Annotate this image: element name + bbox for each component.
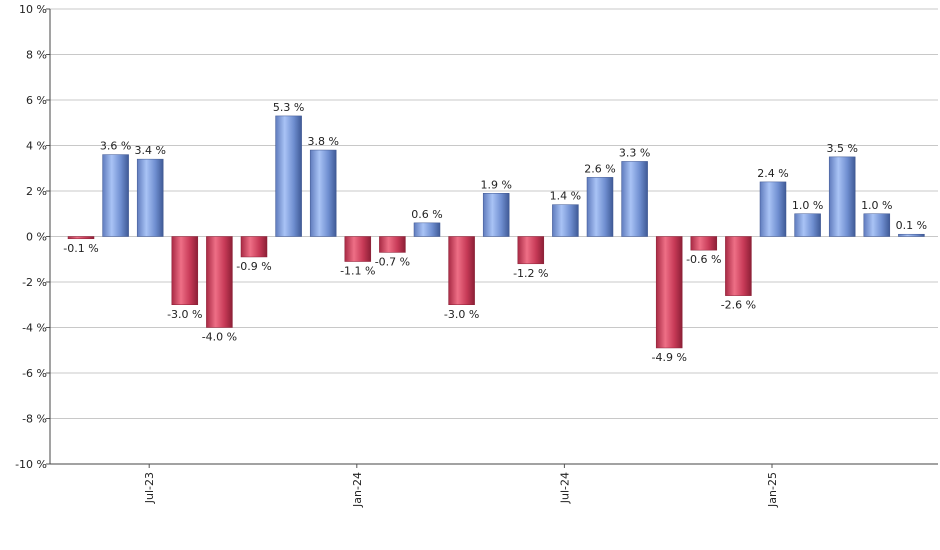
y-tick-label: -6 % — [22, 367, 47, 380]
bar-negative — [517, 236, 545, 265]
data-label: 2.4 % — [757, 167, 788, 180]
bar-positive — [552, 204, 579, 237]
x-tick-label: Jul-23 — [143, 472, 156, 504]
bar-negative — [171, 236, 199, 305]
y-tick-label: 6 % — [26, 94, 47, 107]
bar-negative — [725, 236, 752, 296]
data-label: -1.2 % — [513, 267, 548, 280]
data-label: -3.0 % — [444, 308, 479, 321]
x-tick-label: Jan-25 — [766, 472, 779, 508]
bar-positive — [863, 213, 891, 237]
data-label: -4.0 % — [202, 331, 237, 344]
bar-positive — [482, 193, 510, 237]
y-tick-label: 2 % — [26, 185, 47, 198]
y-axis: 10 % 8 % 6 % 4 % 2 % 0 % -2 % -4 % -6 % -8 % -10 % — [15, 3, 51, 471]
bar-positive — [102, 154, 129, 237]
y-tick-label: -4 % — [22, 322, 47, 335]
bar-positive — [898, 233, 925, 237]
bar-negative — [344, 236, 372, 262]
x-tick-label: Jul-24 — [558, 472, 571, 504]
bar-positive — [586, 177, 614, 237]
data-label: -2.6 % — [721, 299, 756, 312]
bar-positive — [621, 161, 648, 237]
data-label: 3.3 % — [619, 146, 650, 159]
data-label: -4.9 % — [651, 351, 686, 364]
bar-negative — [448, 236, 475, 305]
bar-positive — [794, 213, 821, 237]
bar-positive — [413, 222, 441, 237]
y-tick-label: -8 % — [22, 413, 47, 426]
data-label: -0.6 % — [686, 253, 721, 266]
data-label: -3.0 % — [167, 308, 202, 321]
bar-negative — [379, 236, 406, 253]
bar-negative — [240, 236, 268, 258]
y-tick-label: 8 % — [26, 49, 47, 62]
data-label: 5.3 % — [273, 101, 304, 114]
data-label: -0.1 % — [63, 242, 98, 255]
y-tick-label: 4 % — [26, 140, 47, 153]
data-label: -0.9 % — [236, 260, 271, 273]
y-tick-label: -10 % — [15, 458, 47, 471]
bar-positive — [275, 115, 302, 237]
bars — [67, 115, 925, 349]
bar-positive — [828, 156, 856, 237]
bar-positive — [759, 181, 787, 237]
data-label: 3.6 % — [100, 140, 131, 153]
data-label: 0.6 % — [411, 208, 442, 221]
data-label: -1.1 % — [340, 265, 375, 278]
data-label: 2.6 % — [584, 162, 615, 175]
bar-positive — [136, 158, 164, 237]
data-labels: -0.1 %3.6 % 3.4 %-3.0 %-4.0 %-0.9 %5.3 %3… — [63, 101, 927, 364]
bar-negative — [206, 236, 233, 328]
y-tick-label: 0 % — [26, 231, 47, 244]
y-tick-label: 10 % — [19, 3, 47, 16]
bar-negative — [67, 236, 95, 240]
data-label: 3.5 % — [826, 142, 857, 155]
data-label: 1.9 % — [480, 178, 511, 191]
data-label: 3.8 % — [307, 135, 338, 148]
x-tick-label: Jan-24 — [351, 472, 364, 508]
data-label: -0.7 % — [375, 255, 410, 268]
bar-negative — [655, 236, 683, 349]
y-tick-label: -2 % — [22, 276, 47, 289]
data-label: 1.0 % — [792, 199, 823, 212]
data-label: 1.4 % — [550, 190, 581, 203]
data-label: 3.4 % — [134, 144, 165, 157]
data-label: 0.1 % — [896, 219, 927, 232]
bar-negative — [690, 236, 718, 251]
x-axis: Jul-23 Jan-24 Jul-24 Jan-25 — [50, 463, 938, 508]
bar-positive — [309, 149, 337, 237]
data-label: 1.0 % — [861, 199, 892, 212]
